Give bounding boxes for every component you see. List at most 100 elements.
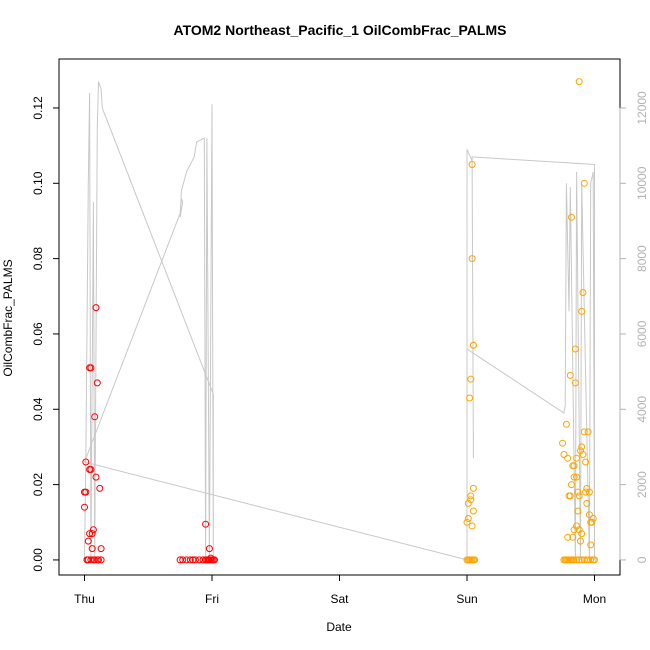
data-point (191, 556, 199, 564)
data-point (86, 530, 94, 538)
data-point (589, 515, 597, 522)
data-point (573, 556, 581, 564)
y2-tick-label: 4000 (635, 396, 649, 423)
data-point (186, 556, 194, 564)
data-point (469, 507, 477, 515)
data-point (566, 492, 574, 500)
data-point (573, 473, 581, 481)
data-point (564, 533, 572, 541)
data-point (89, 526, 97, 534)
data-point (585, 511, 593, 519)
data-point (92, 473, 100, 481)
data-point (569, 533, 577, 541)
data-point (95, 556, 102, 564)
data-point (92, 304, 100, 312)
data-point (574, 507, 582, 515)
y-axis-left: 0.00 0.02 0.04 0.06 0.08 0.10 0.12 (31, 96, 60, 572)
data-point (88, 545, 96, 553)
data-point (587, 541, 595, 549)
data-point (205, 545, 213, 553)
y2-tick-label: 8000 (635, 245, 649, 272)
data-point (568, 213, 575, 221)
data-point (179, 556, 187, 564)
data-point (468, 161, 476, 168)
data-point (575, 78, 583, 86)
y-tick-label: 0.08 (31, 247, 45, 271)
data-point (559, 439, 567, 447)
secondary-line-series (83, 81, 595, 561)
y2-tick-label: 12000 (635, 91, 649, 125)
y-axis-right: 0 2000 4000 6000 8000 10000 12000 (619, 91, 649, 563)
y2-tick-label: 10000 (635, 166, 649, 200)
data-point (82, 458, 90, 466)
data-point (202, 520, 210, 528)
data-point (571, 345, 579, 353)
y2-tick-label: 6000 (635, 320, 649, 347)
data-point (88, 530, 96, 538)
data-point (564, 454, 572, 462)
data-point (582, 458, 590, 466)
y2-tick-label: 2000 (635, 471, 649, 498)
plot-area-frame (58, 58, 621, 576)
data-point (579, 451, 587, 458)
data-point (211, 556, 218, 564)
data-point (575, 556, 583, 564)
data-point (97, 556, 105, 564)
data-point (570, 462, 578, 470)
data-point (583, 484, 591, 492)
data-point (568, 481, 575, 489)
data-point (467, 375, 475, 383)
data-point (584, 428, 592, 436)
y2-tick-label: 0 (635, 556, 649, 563)
data-point (471, 556, 479, 564)
data-point (97, 545, 105, 553)
data-point (562, 420, 570, 428)
data-point (580, 428, 588, 436)
x-tick-label: Sat (330, 592, 349, 606)
data-point (91, 413, 99, 421)
chart-title: ATOM2 Northeast_Pacific_1 OilCombFrac_PA… (174, 22, 507, 38)
x-tick-label: Mon (583, 592, 606, 606)
data-point (588, 518, 596, 526)
x-axis-label: Date (326, 620, 352, 634)
data-point (468, 255, 476, 263)
y-axis-label: OilCombFrac_PALMS (1, 259, 15, 376)
y-tick-label: 0.12 (31, 96, 45, 120)
x-axis: Thu Fri Sat Sun Mon (74, 574, 606, 606)
y-tick-label: 0.04 (31, 397, 45, 421)
data-point (469, 484, 477, 492)
data-point (82, 488, 90, 496)
data-points (81, 78, 598, 564)
y-tick-label: 0.06 (31, 322, 45, 346)
data-point (96, 484, 104, 492)
y-tick-label: 0.10 (31, 171, 45, 195)
data-point (84, 537, 92, 545)
data-point (468, 522, 476, 530)
data-point (467, 492, 475, 500)
data-point (81, 503, 88, 511)
data-point (566, 371, 574, 379)
series-line (83, 81, 595, 561)
data-point (570, 556, 578, 564)
data-point (464, 515, 472, 522)
data-point (87, 466, 95, 473)
data-point (87, 364, 95, 372)
data-point (571, 379, 579, 387)
data-point (582, 488, 590, 496)
data-point (591, 556, 598, 564)
data-point (469, 341, 477, 349)
data-point (93, 379, 101, 387)
x-tick-label: Fri (205, 592, 219, 606)
data-point (467, 496, 475, 504)
data-point (575, 492, 583, 500)
data-point (580, 179, 588, 187)
y-tick-label: 0.00 (31, 548, 45, 572)
data-point (574, 488, 582, 496)
data-point (560, 451, 568, 458)
data-point (578, 307, 586, 315)
data-point (577, 537, 584, 545)
data-point (587, 556, 595, 564)
data-point (466, 394, 474, 402)
data-point (570, 473, 578, 481)
